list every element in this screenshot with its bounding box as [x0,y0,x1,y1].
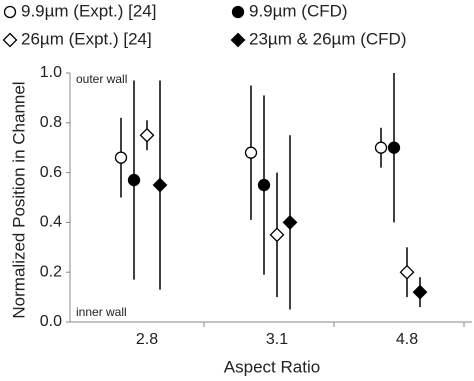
legend-marker [2,32,18,48]
point [139,127,155,143]
point [244,146,258,159]
legend-label: 23µm & 26µm (CFD) [249,29,407,48]
y-tick-label: 0.6 [40,164,62,181]
legend-marker [231,5,245,19]
x-tick-label: 2.8 [136,331,158,348]
legend-label: 26µm (Expt.) [24] [21,29,152,48]
point [127,173,141,187]
y-tick-label: 1.0 [40,64,62,81]
y-tick-label: 0.2 [40,263,62,280]
y-tick-label: 0.0 [40,313,62,330]
x-axis-label: Aspect Ratio [224,357,320,376]
legend-marker [230,32,246,48]
legend-marker [3,5,17,19]
y-axis-label: Normalized Position in Channel [9,81,28,318]
y-tick-label: 0.4 [40,214,62,231]
point [257,178,271,192]
point [374,141,388,154]
y-tick-label: 0.8 [40,114,62,131]
point [399,264,415,280]
legend-label: 9.9µm (CFD) [249,1,348,20]
legend-label: 9.9µm (Expt.) [24] [21,1,156,20]
point [152,177,168,193]
x-tick-label: 3.1 [266,331,288,348]
point [269,227,285,243]
point [282,214,298,230]
point [114,151,128,164]
annotation: outer wall [76,72,127,86]
point [412,284,428,300]
point [387,141,401,154]
x-tick-label: 4.8 [396,331,418,348]
annotation: inner wall [76,305,127,319]
